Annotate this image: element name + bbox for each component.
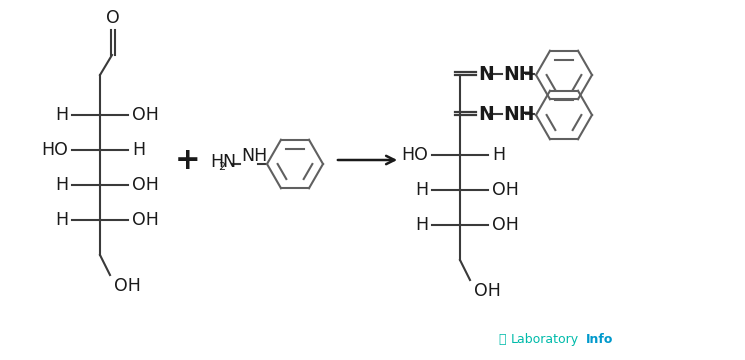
Text: H: H [55,211,68,229]
Text: Ⓛ: Ⓛ [498,333,506,346]
Text: +: + [175,145,201,175]
Text: H: H [210,153,223,171]
Text: OH: OH [132,176,159,194]
Text: OH: OH [492,181,519,199]
Text: Laboratory: Laboratory [511,333,579,346]
Text: NH: NH [503,64,534,84]
Text: N: N [478,104,494,123]
Text: H: H [55,176,68,194]
Text: 2: 2 [218,162,225,172]
Text: OH: OH [114,277,141,295]
Text: H: H [415,216,428,234]
Text: N: N [222,153,235,171]
Text: Info: Info [586,333,613,346]
Text: N: N [478,64,494,84]
Text: OH: OH [492,216,519,234]
Text: O: O [106,9,120,27]
Text: NH: NH [503,104,534,123]
Text: OH: OH [132,106,159,124]
Text: NH: NH [241,147,267,165]
Text: HO: HO [41,141,68,159]
Text: H: H [132,141,145,159]
Text: OH: OH [132,211,159,229]
Text: H: H [55,106,68,124]
Text: HO: HO [401,146,428,164]
Text: H: H [492,146,505,164]
Text: H: H [415,181,428,199]
Text: OH: OH [474,282,501,300]
